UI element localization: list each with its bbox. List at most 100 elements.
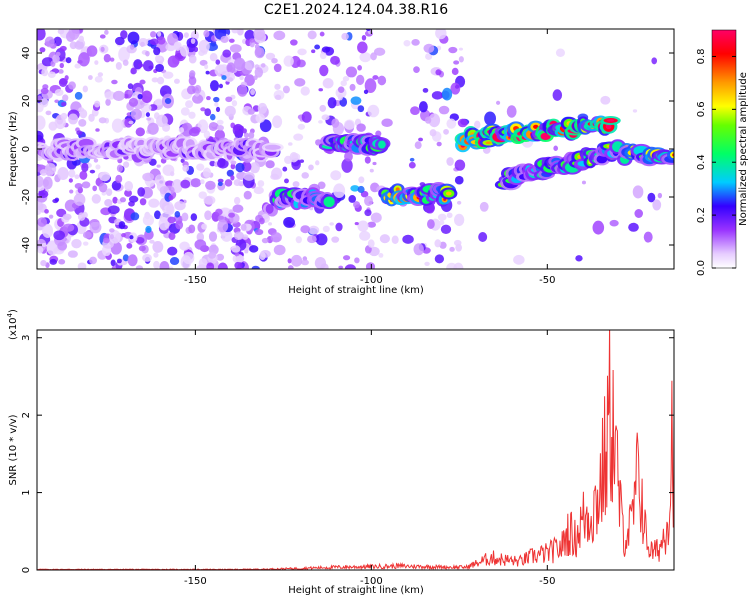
spectrogram-noise-blob [194,84,202,94]
spectrogram-noise-blob [198,191,207,199]
spectrogram-noise-blob [228,38,235,43]
spectrogram-noise-blob [244,29,256,41]
spectrogram-noise-blob [127,254,138,267]
spectrogram-noise-blob [147,122,159,135]
spectrogram-noise-blob [413,66,420,73]
spectrogram-noise-blob [180,107,190,116]
spectrogram-noise-blob [474,120,481,129]
spectrogram-noise-blob [454,159,466,171]
spectrogram-noise-blob [321,46,331,53]
snr-series-line [37,330,674,570]
spectrogram-noise-blob [203,29,210,38]
spectrogram-noise-blob [348,195,357,203]
spectrogram-noise-blob [54,88,64,97]
spectrogram-noise-blob [98,182,108,193]
spectrogram-noise-blob [226,169,234,177]
spectrogram-noise-blob [57,241,68,251]
spectrogram-noise-blob [249,162,260,174]
spectrogram-noise-blob [109,230,121,244]
spectrogram-noise-blob [231,100,238,107]
spectrogram-noise-blob [155,63,164,73]
spectrogram-noise-blob [190,213,198,221]
spectrogram-noise-blob [200,179,205,185]
spectrogram-noise-blob [37,95,43,101]
spectrogram-feature-blob [264,144,281,150]
spectrogram-noise-blob [428,113,441,128]
spectrogram-noise-blob [234,261,243,269]
spectrogram-y-label: Frequency (Hz) [8,111,19,187]
spectrogram-noise-blob [300,225,311,234]
spectrogram-noise-blob [179,241,190,251]
spectrogram-noise-blob [142,214,155,226]
snr-y-multiplier: (x104) [6,309,19,340]
spectrogram-noise-blob [378,253,384,258]
spectrogram-noise-blob [359,230,371,241]
spectrogram-noise-blob [156,164,161,168]
spectrogram-noise-blob [350,185,360,192]
spectrogram-noise-blob [232,204,244,213]
spectrogram-noise-blob [190,178,202,188]
spectrogram-feature-core [445,191,452,196]
spectrogram-noise-blob [208,136,213,141]
spectrogram-noise-blob [78,35,85,43]
spectrogram-noise-blob [341,158,353,173]
spectrogram-noise-blob [239,75,244,81]
spectrogram-noise-blob [451,67,459,76]
spectrogram-noise-blob [290,254,303,267]
spectrogram-noise-blob [609,219,619,227]
spectrogram-noise-blob [112,196,118,204]
spectrogram-noise-blob [410,106,420,115]
spectrogram-noise-blob [182,251,195,265]
spectrogram-noise-blob [58,259,66,265]
spectrogram-noise-blob [201,223,208,230]
spectrogram-noise-blob [173,41,182,51]
spectrogram-noise-blob [39,47,46,53]
spectrogram-noise-blob [446,118,457,129]
spectrogram-noise-blob [115,174,123,184]
spectrogram-noise-blob [338,265,344,269]
spectrogram-noise-blob [299,159,305,163]
spectrogram-noise-blob [118,221,126,230]
spectrogram-noise-blob [273,244,286,256]
spectrogram-noise-blob [159,260,170,269]
snr-multiplier-exp: 4 [6,312,14,317]
spectrogram-noise-blob [282,85,290,94]
spectrogram-noise-blob [145,50,150,57]
spectrogram-noise-blob [170,171,175,177]
spectrogram-noise-blob [453,60,460,65]
spectrogram-noise-blob [149,239,155,244]
spectrogram-noise-blob [342,76,350,82]
spectrogram-noise-blob [104,91,116,100]
spectrogram-noise-blob [418,101,428,113]
spectrogram-noise-blob [350,96,362,105]
spectrogram-noise-blob [257,180,265,187]
spectrogram-noise-blob [318,88,323,92]
spectrogram-noise-blob [457,118,468,128]
spectrogram-noise-blob [357,185,365,194]
spectrogram-noise-blob [68,113,79,125]
snr-x-ticks: -150 -100 -50 [184,330,555,587]
spectrogram-noise-blob [300,86,310,96]
spectrogram-noise-blob [321,114,330,121]
spectrogram-noise-blob [484,111,496,126]
spectrogram-noise-blob [71,238,82,249]
spectrogram-noise-blob [327,97,337,109]
spectrogram-noise-blob [148,198,160,208]
spectrogram-noise-blob [167,246,178,256]
spectrogram-noise-blob [74,40,84,50]
spectrogram-noise-blob [99,34,106,39]
spectrogram-noise-blob [122,59,129,66]
spectrogram-noise-blob [553,145,559,151]
spectrogram-noise-blob [204,108,212,117]
spectrogram-noise-blob [265,160,275,169]
spectrogram-noise-blob [290,39,298,46]
spectrogram-noise-blob [215,208,223,216]
spectrogram-noise-blob [109,228,115,233]
spectrogram-noise-blob [203,130,211,139]
spectrogram-noise-blob [91,194,101,204]
spectrogram-noise-blob [82,231,92,239]
spectrogram-noise-blob [372,161,377,166]
spectrogram-noise-blob [127,90,134,95]
spectrogram-noise-blob [41,242,47,247]
spectrogram-noise-blob [244,60,255,71]
